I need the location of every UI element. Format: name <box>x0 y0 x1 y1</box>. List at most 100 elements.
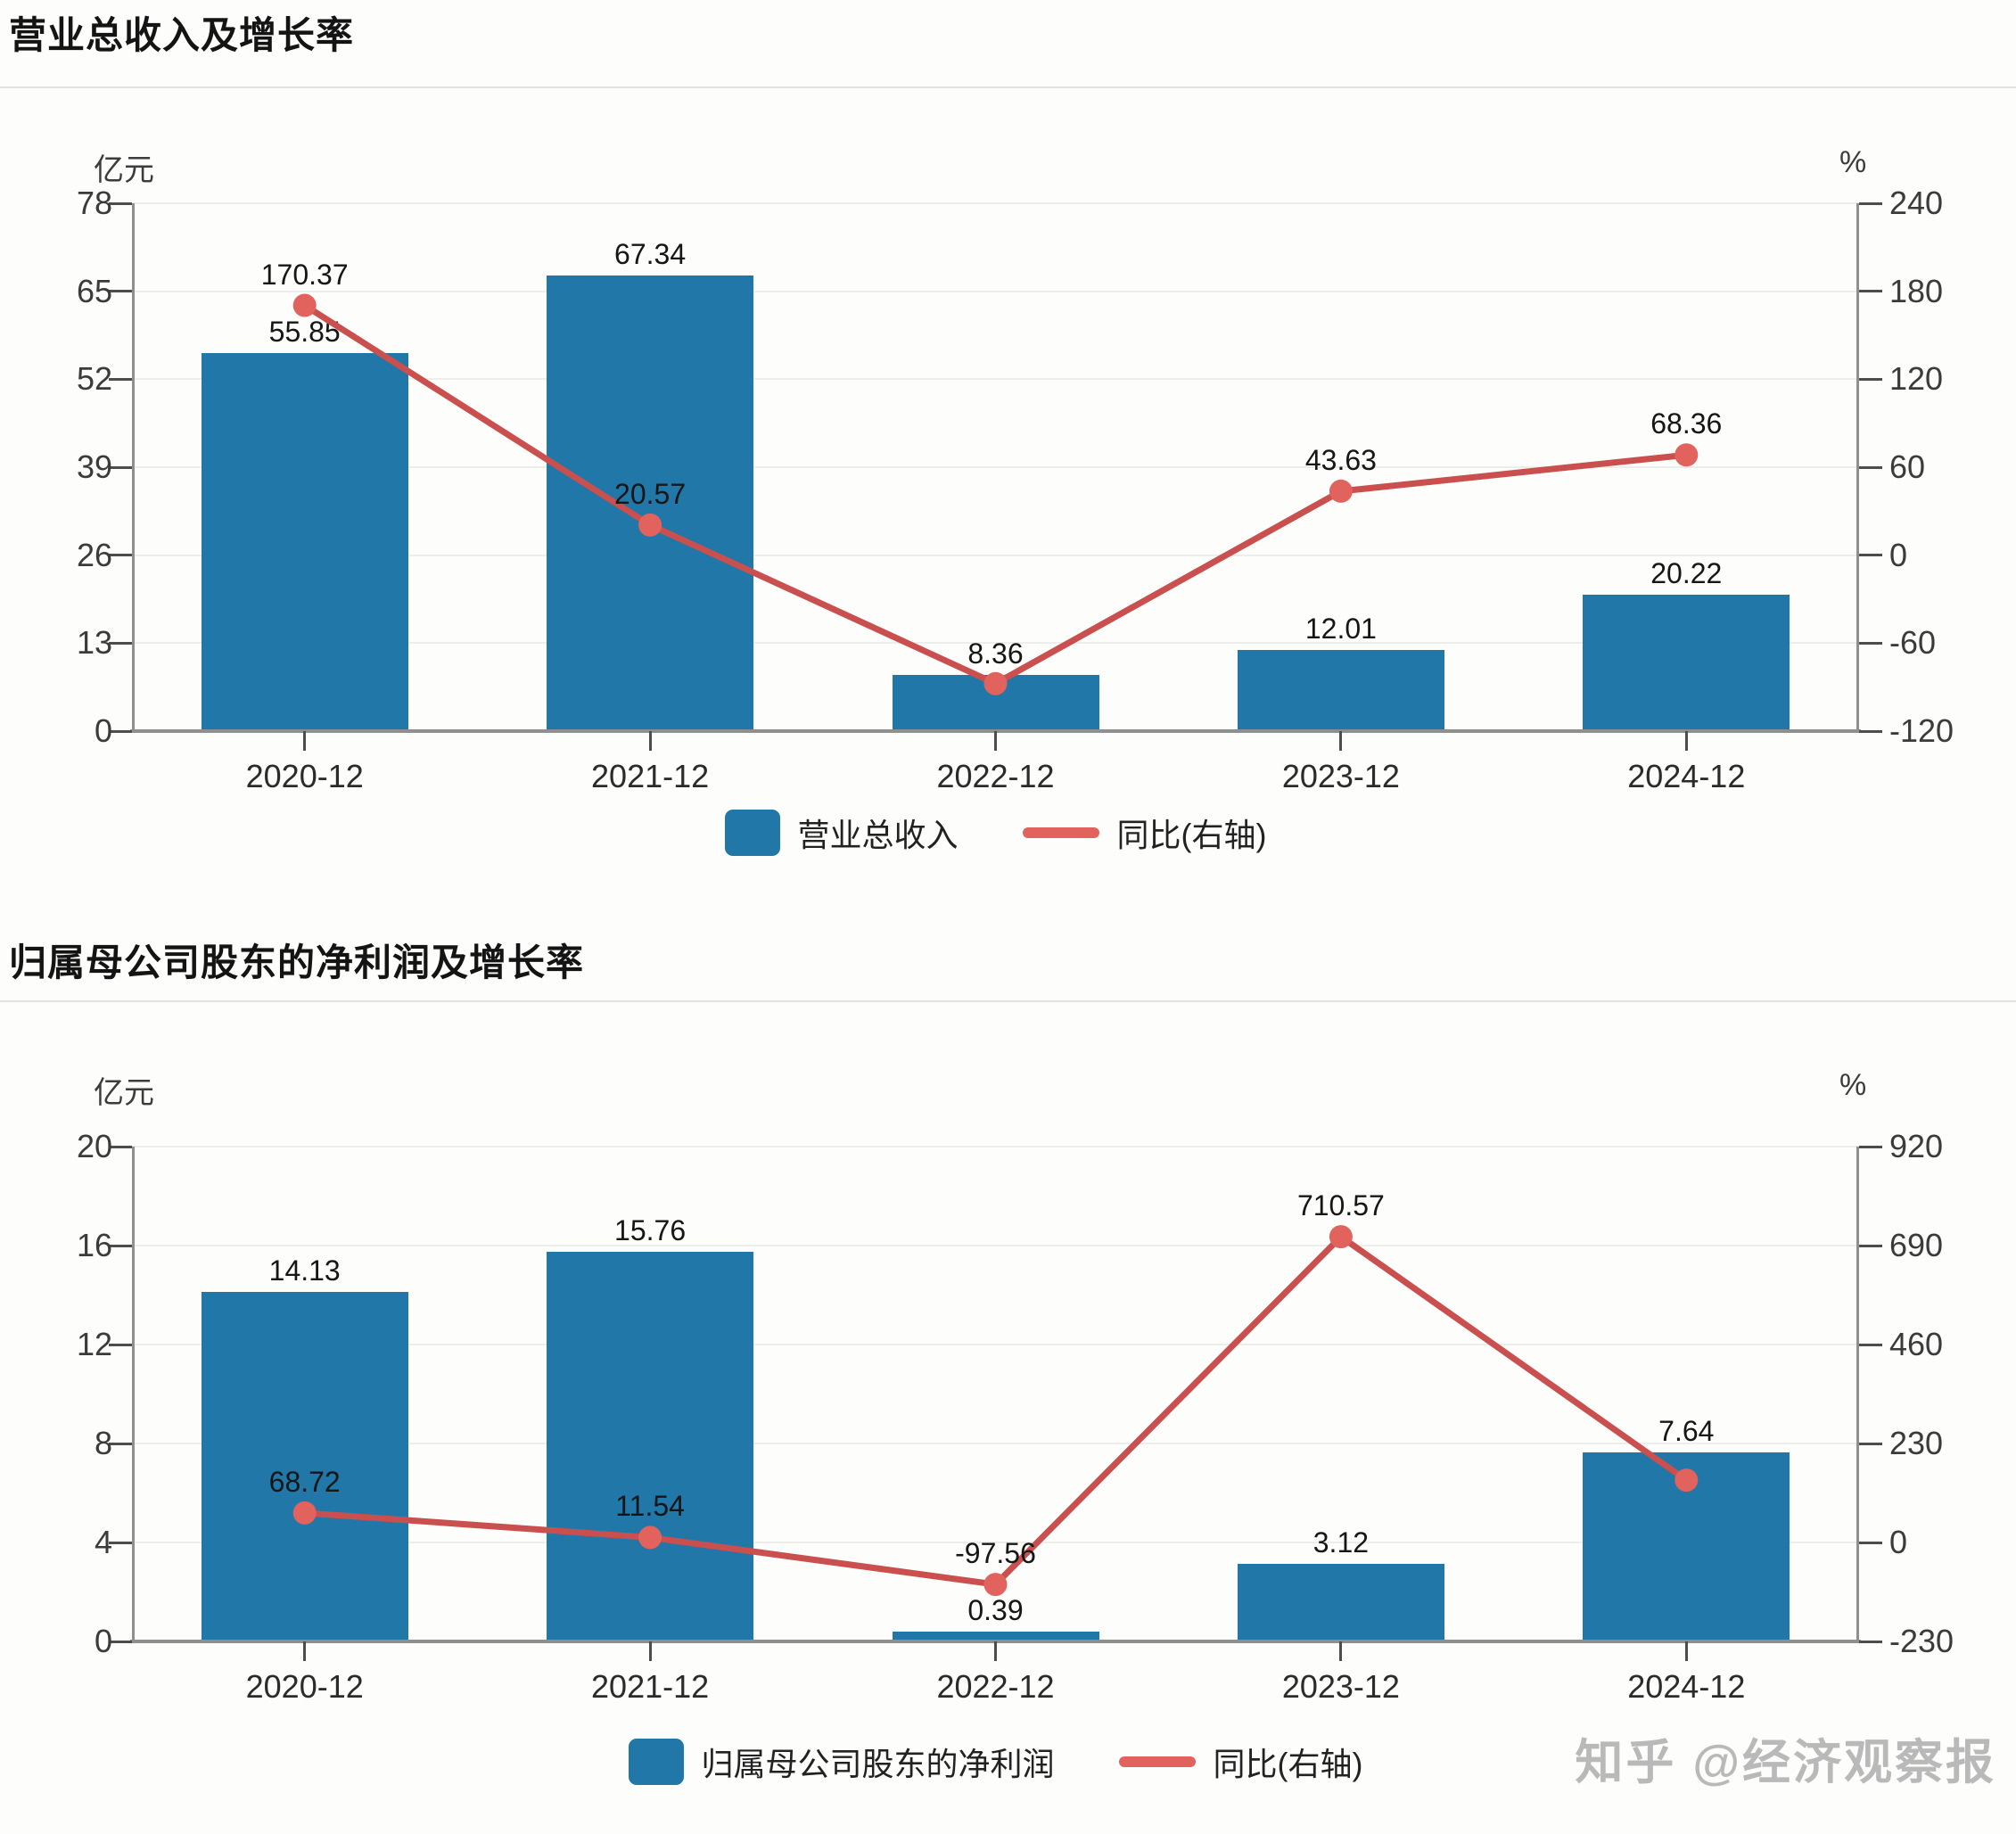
x-tick-mark <box>1339 1641 1343 1661</box>
line-value-label: 68.72 <box>268 1465 341 1498</box>
bar-2022-12 <box>892 1632 1099 1641</box>
line-value-label: 11.54 <box>615 1490 685 1523</box>
bar-value-label: 7.64 <box>1658 1414 1715 1447</box>
right-axis-tick-label: 690 <box>1889 1227 1944 1263</box>
x-tick-mark <box>648 1641 652 1661</box>
gridline <box>132 466 1859 468</box>
gridline <box>132 1443 1859 1444</box>
left-axis-line <box>132 203 135 731</box>
left-axis-tick-label: 0 <box>94 712 112 749</box>
left-tick-mark <box>109 465 132 469</box>
right-axis-line <box>1856 1147 1859 1641</box>
left-tick-mark <box>109 729 132 733</box>
plot-area: 14.13 15.76 0.39 3.12 7.64 20 16 12 8 4 0 920 690 460… <box>77 1128 1954 1705</box>
right-axis-tick-label: 920 <box>1889 1128 1944 1164</box>
line-point-2024-12 <box>1675 443 1699 467</box>
x-tick-mark <box>648 731 652 751</box>
left-axis-tick-label: 20 <box>76 1128 112 1164</box>
right-axis-tick-label: 460 <box>1889 1326 1944 1362</box>
line-value-label: 710.57 <box>1296 1189 1385 1222</box>
right-tick-mark <box>1859 1343 1882 1346</box>
bar-value-label: 67.34 <box>614 237 687 270</box>
right-axis-tick-label: 240 <box>1889 185 1944 221</box>
right-tick-mark <box>1859 1442 1882 1445</box>
bar-value-label: 3.12 <box>1312 1526 1370 1559</box>
bar-2023-12 <box>1237 1564 1444 1641</box>
growth-trend-line <box>302 302 1687 687</box>
left-axis-tick-label: 78 <box>76 185 112 221</box>
bar-value-label: 8.36 <box>967 637 1024 670</box>
bar-2020-12 <box>201 1291 408 1641</box>
gridline <box>132 642 1859 645</box>
gridline <box>132 290 1859 292</box>
line-point-2022-12 <box>983 1573 1008 1597</box>
x-axis-category-label: 2020-12 <box>245 1668 364 1705</box>
gridline <box>132 202 1859 204</box>
left-axis-line <box>132 1147 135 1641</box>
x-tick-mark <box>303 731 307 751</box>
right-tick-mark <box>1859 554 1882 557</box>
growth-line-layer <box>292 1225 1699 1597</box>
right-axis-tick-label: -120 <box>1889 712 1954 749</box>
divider <box>0 86 2016 88</box>
legend-item-line-series: 同比(右轴) <box>1022 810 1267 856</box>
x-tick-mark <box>303 1641 307 1661</box>
x-axis-category-label: 2022-12 <box>936 758 1055 794</box>
right-tick-mark <box>1859 377 1882 381</box>
left-tick-mark <box>109 201 132 205</box>
right-axis-line <box>1856 203 1859 731</box>
line-point-2020-12 <box>292 1501 317 1525</box>
gridline <box>132 378 1859 381</box>
left-axis-tick-label: 39 <box>76 448 112 485</box>
x-tick-mark <box>1339 731 1343 751</box>
legend-item-bar-series: 归属母公司股东的净利润 <box>628 1739 1055 1785</box>
bar-2023-12 <box>1237 649 1444 731</box>
left-tick-mark <box>109 1244 132 1247</box>
bar-value-label: 14.13 <box>268 1254 341 1287</box>
left-tick-mark <box>109 1343 132 1346</box>
right-tick-mark <box>1859 465 1882 469</box>
watermark: 知乎 @经济观察报 <box>1575 1736 1996 1789</box>
gridline <box>132 554 1859 556</box>
right-axis-tick-label: 0 <box>1889 1524 1908 1560</box>
left-tick-mark <box>109 554 132 557</box>
left-tick-mark <box>109 1640 132 1643</box>
x-axis-category-label: 2021-12 <box>591 758 710 794</box>
right-axis-tick-label: -230 <box>1889 1623 1954 1659</box>
left-axis-tick-label: 26 <box>76 536 112 573</box>
chart-title: 归属母公司股东的净利润及增长率 <box>9 942 585 983</box>
gridline <box>132 1542 1859 1543</box>
right-tick-mark <box>1859 201 1882 205</box>
revenue-chart-section: 营业总收入及增长率 亿元 % 55.85 67.34 8.36 12.01 20.22 7… <box>0 14 2016 856</box>
x-axis-category-label: 2022-12 <box>936 1668 1055 1705</box>
right-tick-mark <box>1859 1244 1882 1247</box>
x-axis-category-label: 2023-12 <box>1281 758 1400 794</box>
bar-value-label: 0.39 <box>967 1594 1024 1627</box>
right-tick-mark <box>1859 1640 1882 1643</box>
right-axis-tick-label: 60 <box>1889 448 1926 485</box>
right-tick-mark <box>1859 290 1882 293</box>
x-axis-category-label: 2024-12 <box>1627 1668 1746 1705</box>
left-axis-tick-label: 52 <box>76 360 112 398</box>
legend-item-bar-series: 营业总收入 <box>724 810 959 856</box>
right-axis-unit: % <box>1839 145 1867 179</box>
bar-series-swatch-icon <box>628 1739 684 1785</box>
left-tick-mark <box>109 641 132 645</box>
right-tick-mark <box>1859 641 1882 645</box>
x-axis-category-label: 2021-12 <box>591 1668 710 1705</box>
bar-series-swatch-icon <box>724 810 780 856</box>
legend-item-line-series: 同比(右轴) <box>1118 1739 1363 1785</box>
x-axis-category-label: 2024-12 <box>1627 758 1746 794</box>
line-series-swatch-icon <box>1022 827 1099 838</box>
right-axis-tick-label: 180 <box>1889 272 1944 309</box>
bar-value-label: 12.01 <box>1304 612 1377 645</box>
left-axis-tick-label: 12 <box>76 1326 112 1362</box>
gridline <box>132 1146 1859 1147</box>
gridline <box>132 1245 1859 1246</box>
line-value-label: 170.37 <box>260 258 349 291</box>
right-tick-mark <box>1859 729 1882 733</box>
right-axis-tick-label: -60 <box>1889 624 1937 662</box>
right-tick-mark <box>1859 1145 1882 1148</box>
left-axis-tick-label: 13 <box>76 624 112 662</box>
